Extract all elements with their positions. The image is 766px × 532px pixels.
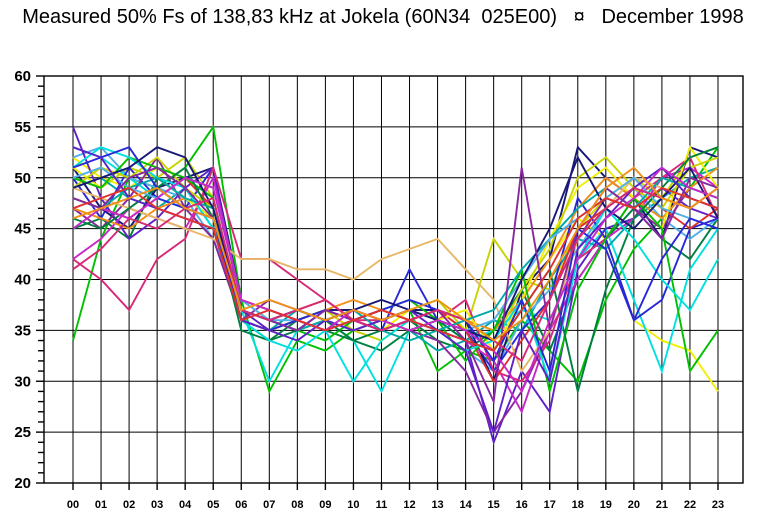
x-axis-label: 18: [572, 499, 584, 511]
y-axis-label: 35: [14, 322, 31, 339]
series-line-29: [72, 186, 719, 363]
x-axis-label: 08: [291, 499, 303, 511]
y-axis-labels: 20 25 30 35 40 45 50 55 60: [14, 68, 31, 492]
y-axis-label: 50: [14, 170, 31, 187]
x-axis-label: 16: [516, 499, 528, 511]
x-axis-label: 01: [95, 499, 107, 511]
y-axis-label: 25: [14, 424, 31, 441]
x-axis-label: 14: [459, 499, 472, 511]
x-axis-label: 17: [544, 499, 556, 511]
y-axis-label: 40: [14, 272, 31, 289]
series-line-06: [72, 166, 719, 352]
x-axis-label: 21: [656, 499, 668, 511]
series-line-20: [72, 146, 719, 392]
x-axis-label: 11: [376, 499, 388, 511]
x-axis-label: 07: [263, 499, 275, 511]
x-axis-label: 03: [151, 499, 163, 511]
series-line-03: [72, 124, 719, 394]
x-axis-label: 19: [600, 499, 612, 511]
x-axis-label: 09: [319, 499, 331, 511]
x-axis-label: 15: [488, 499, 500, 511]
series-line-16: [72, 176, 719, 374]
x-axis-label: 04: [179, 499, 192, 511]
y-axis-label: 60: [14, 68, 31, 85]
y-axis-label: 20: [14, 475, 31, 492]
x-axis-label: 06: [235, 499, 247, 511]
x-axis-label: 10: [347, 499, 359, 511]
axis-ticks: [36, 75, 719, 490]
x-axis-label: 05: [207, 499, 219, 511]
x-axis-labels: 00 01 02 03 04 05 06 07 08 09 10 11 12 13 14 15 16 17 18 19…: [67, 499, 724, 511]
x-axis-label: 20: [628, 499, 640, 511]
x-axis-label: 12: [403, 499, 415, 511]
x-axis-label: 13: [431, 499, 443, 511]
x-axis-label: 23: [712, 499, 724, 511]
series-line-25: [72, 146, 719, 342]
series-line-31: [72, 166, 719, 342]
y-axis-label: 30: [14, 373, 31, 390]
x-axis-label: 00: [67, 499, 79, 511]
y-axis-label: 55: [14, 119, 31, 136]
axis-grid: [44, 76, 743, 483]
series-line-21: [72, 146, 719, 385]
y-axis-label: 45: [14, 221, 31, 238]
x-axis-label: 02: [123, 499, 135, 511]
x-axis-label: 22: [684, 499, 696, 511]
chart-title: Measured 50% Fs of 138,83 kHz at Jokela …: [22, 6, 744, 28]
series-line-08: [72, 165, 719, 373]
series-group: [72, 124, 719, 446]
